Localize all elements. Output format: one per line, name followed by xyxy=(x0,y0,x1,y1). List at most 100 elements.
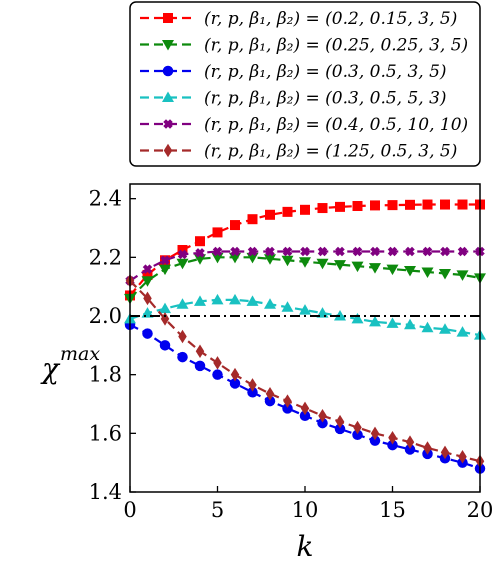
data-point xyxy=(456,270,469,281)
series-line xyxy=(129,298,481,337)
data-point xyxy=(317,246,328,257)
data-point xyxy=(283,394,292,408)
legend-box xyxy=(129,1,481,167)
data-point xyxy=(423,441,432,455)
y-axis-label: χ max xyxy=(40,343,100,385)
data-point xyxy=(230,220,240,231)
data-point xyxy=(370,426,380,441)
data-point xyxy=(264,395,276,407)
data-point xyxy=(159,264,171,276)
data-point xyxy=(387,246,398,257)
data-point xyxy=(246,252,259,264)
data-point xyxy=(421,267,434,278)
y-axis-label-superscript: max xyxy=(60,343,100,365)
data-point xyxy=(404,444,416,455)
data-point xyxy=(195,344,205,358)
legend-label: (r, p, β₁, β₂) = (0.25, 0.25, 3, 5) xyxy=(204,36,468,56)
data-point xyxy=(440,246,450,257)
data-point xyxy=(299,257,311,268)
data-point xyxy=(264,298,276,309)
data-point xyxy=(212,369,223,380)
data-point xyxy=(265,246,275,257)
y-tick-label: 1.6 xyxy=(89,421,122,445)
legend: (r, p, β₁, β₂) = (0.2, 0.15, 3, 5) (r, p,… xyxy=(129,1,481,167)
data-point xyxy=(456,326,469,337)
data-point xyxy=(177,351,188,363)
data-point xyxy=(178,329,187,344)
data-point xyxy=(369,263,381,274)
data-point xyxy=(440,199,450,210)
data-point xyxy=(247,387,258,398)
data-point xyxy=(281,301,294,312)
data-point xyxy=(212,246,223,257)
data-point xyxy=(282,246,293,257)
data-point xyxy=(318,408,327,423)
data-point xyxy=(351,312,364,324)
data-point xyxy=(177,249,188,260)
data-point xyxy=(422,246,433,257)
data-point xyxy=(143,291,152,306)
data-point xyxy=(405,435,415,449)
data-point xyxy=(316,258,329,270)
series-2 xyxy=(124,252,486,305)
data-point xyxy=(353,420,362,435)
legend-label: (r, p, β₁, β₂) = (1.25, 0.5, 3, 5) xyxy=(204,142,457,162)
data-point xyxy=(386,317,399,328)
y-tick-label: 2.4 xyxy=(89,187,122,211)
data-point xyxy=(421,321,434,333)
data-point xyxy=(317,203,328,214)
data-point xyxy=(352,429,363,441)
data-point xyxy=(264,254,276,265)
data-point xyxy=(176,258,189,270)
data-point xyxy=(247,214,258,225)
legend-marker xyxy=(162,65,174,77)
legend-label: (r, p, β₁, β₂) = (0.3, 0.5, 5, 3) xyxy=(204,89,447,109)
data-point xyxy=(352,201,363,211)
data-point xyxy=(352,246,363,257)
data-point xyxy=(265,386,275,401)
data-point xyxy=(160,312,170,326)
series-4 xyxy=(124,293,486,340)
data-point xyxy=(316,307,329,318)
x-axis-label: k xyxy=(297,530,314,563)
data-point xyxy=(281,255,294,267)
x-tick-label: 10 xyxy=(292,498,319,522)
series-line xyxy=(129,280,481,463)
data-point xyxy=(142,328,153,339)
legend-entry: (r, p, β₁, β₂) = (0.3, 0.5, 5, 3) xyxy=(140,89,447,109)
data-point xyxy=(141,276,154,287)
y-tick-label: 2.0 xyxy=(89,304,122,328)
data-point xyxy=(335,201,345,212)
data-point xyxy=(159,302,171,314)
legend-marker xyxy=(162,40,174,51)
legend-label: (r, p, β₁, β₂) = (0.4, 0.5, 10, 10) xyxy=(204,115,468,135)
data-point xyxy=(440,445,450,460)
data-point xyxy=(177,245,188,255)
y-tick-label: 1.4 xyxy=(89,480,122,504)
data-point xyxy=(211,293,224,305)
data-point xyxy=(439,268,451,280)
legend-marker xyxy=(163,143,173,158)
data-point xyxy=(458,450,467,464)
legend-entry: (r, p, β₁, β₂) = (1.25, 0.5, 3, 5) xyxy=(140,142,457,162)
data-point xyxy=(387,200,398,211)
data-point xyxy=(194,360,206,372)
data-point xyxy=(229,293,241,305)
legend-entry: (r, p, β₁, β₂) = (0.3, 0.5, 3, 5) xyxy=(140,62,447,82)
data-point xyxy=(229,378,241,389)
data-point xyxy=(230,367,240,382)
data-point xyxy=(300,401,310,416)
y-axis-label-main: χ xyxy=(40,352,61,385)
data-point xyxy=(230,246,240,257)
data-point xyxy=(282,206,293,217)
data-point xyxy=(195,248,205,258)
y-tick-label: 1.8 xyxy=(89,363,122,387)
plot-area: 0 5 10 15 20 1.4 1.6 1.8 2.0 2.2 2.4 xyxy=(89,183,493,522)
x-axis: 0 5 10 15 20 xyxy=(123,486,493,522)
x-tick-label: 5 xyxy=(211,498,224,522)
data-point xyxy=(246,295,259,306)
data-point xyxy=(387,439,398,451)
data-point xyxy=(265,209,275,220)
data-point xyxy=(142,264,153,274)
data-point xyxy=(141,307,154,318)
